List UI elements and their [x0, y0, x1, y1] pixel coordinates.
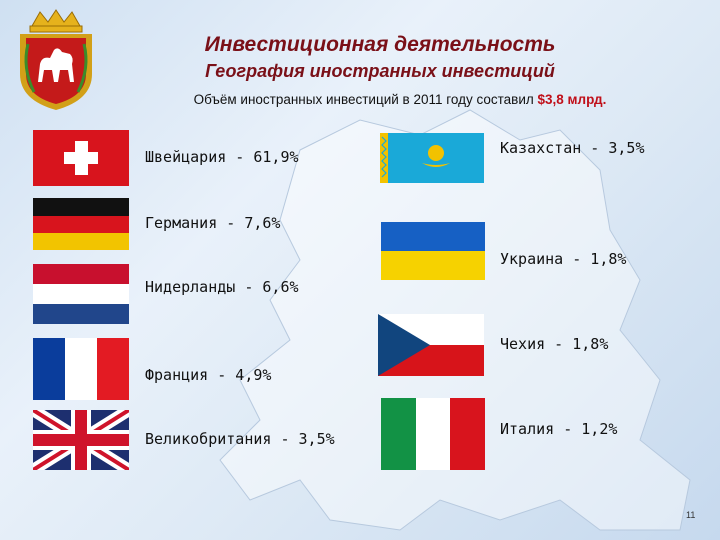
germany-flag [33, 198, 129, 250]
label-kazakhstan: Казахстан - 3,5% [500, 139, 645, 157]
label-ukraine: Украина - 1,8% [500, 250, 627, 268]
ukraine-flag [381, 222, 485, 280]
netherlands-flag [33, 264, 129, 324]
label-france: Франция - 4,9% [145, 366, 272, 384]
kazakhstan-flag [380, 133, 484, 183]
summary-amount: $3,8 млрд. [537, 92, 607, 107]
label-italy: Италия - 1,2% [500, 420, 618, 438]
coat-of-arms-icon [20, 9, 92, 110]
label-uk: Великобритания - 3,5% [145, 430, 335, 448]
uk-flag [33, 410, 129, 470]
czech-flag [378, 314, 484, 376]
page-title: Инвестиционная деятельность [204, 33, 556, 56]
italy-flag [381, 398, 485, 470]
switzerland-flag [33, 130, 129, 186]
label-czech: Чехия - 1,8% [500, 335, 609, 353]
summary-text: Объём иностранных инвестиций в 2011 году… [193, 92, 534, 107]
page-subtitle: География иностранных инвестиций [205, 61, 555, 81]
france-flag [33, 338, 129, 400]
label-netherlands: Нидерланды - 6,6% [145, 278, 299, 296]
page-number: 11 [686, 510, 696, 520]
label-switzerland: Швейцария - 61,9% [145, 148, 299, 166]
label-germany: Германия - 7,6% [145, 214, 281, 232]
summary-line: Объём иностранных инвестиций в 2011 году… [100, 92, 700, 107]
